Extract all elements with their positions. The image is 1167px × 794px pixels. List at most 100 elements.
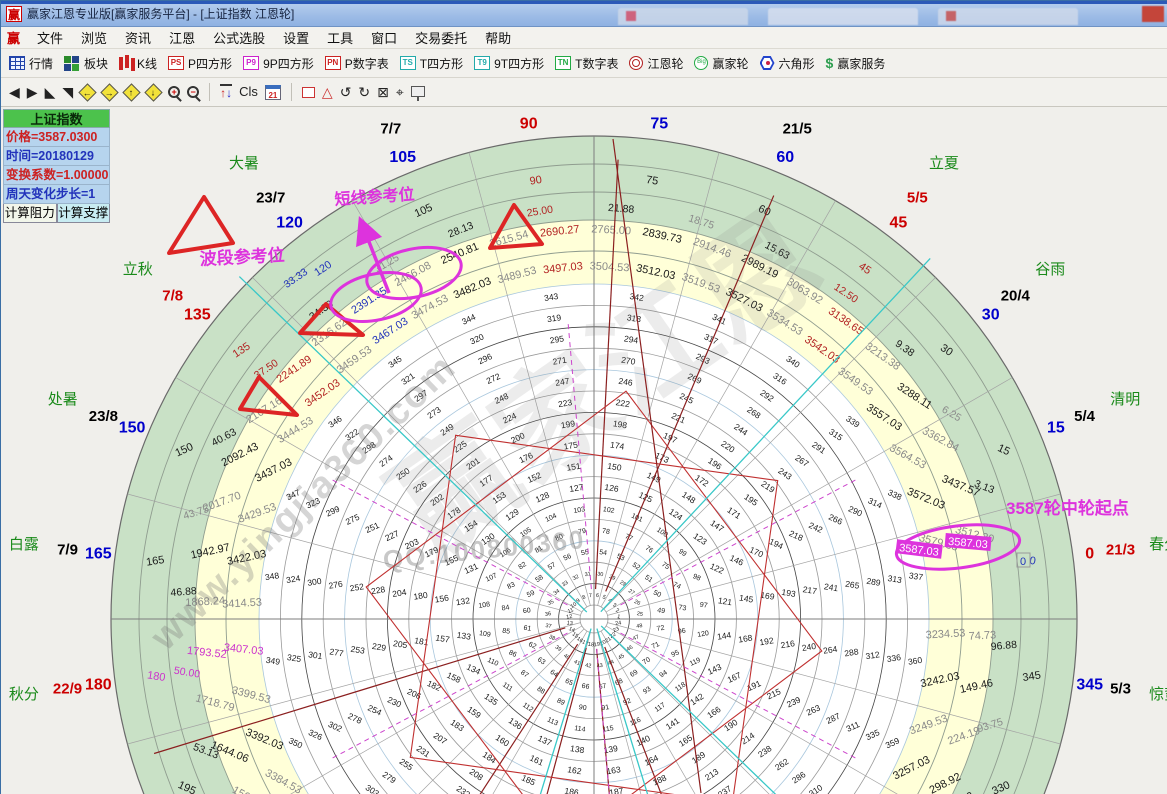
diamond-left-icon[interactable]: ← [78,82,97,102]
svg-text:32: 32 [572,574,580,582]
svg-text:5/4: 5/4 [1074,408,1096,425]
diamond-down-icon[interactable]: ↓ [144,82,163,102]
svg-text:清明: 清明 [1110,391,1140,408]
toolbar-9T四方形[interactable]: T9 9T四方形 [474,55,544,72]
svg-text:25.00: 25.00 [526,204,554,220]
calc-resistance-button[interactable]: 计算阻力 [3,204,57,223]
pennant-right-icon[interactable]: ◥ [62,84,74,100]
svg-text:36: 36 [545,611,552,618]
svg-text:349: 349 [265,655,281,667]
menu-6[interactable]: 工具 [327,30,354,46]
svg-text:241: 241 [823,581,839,593]
rotate-cw-icon[interactable]: ↻ [358,84,371,100]
gann-wheel-chart[interactable]: 1 2 3 4 5 6 7 8 9 10 11 12 13 14 15 16 17 18 19 20 21 22 23 24 2… [1,107,1167,794]
svg-text:97: 97 [699,602,708,610]
tn-chip-icon: TN [555,56,572,70]
svg-text:49: 49 [657,607,666,615]
svg-text:223: 223 [557,397,573,409]
toolbar-T四方形[interactable]: TS T四方形 [399,55,463,72]
toolbar-T数字表[interactable]: TN T数字表 [555,55,618,72]
diamond-up-icon[interactable]: ↑ [122,82,141,102]
box-x-icon[interactable]: ⊠ [377,84,389,100]
svg-text:46: 46 [626,645,634,653]
svg-text:81: 81 [534,545,544,555]
menu-9[interactable]: 帮助 [485,30,512,46]
blocks-icon [64,56,72,63]
zoom-out-icon[interactable]: − [187,86,200,98]
svg-text:360: 360 [907,655,923,667]
menu-5[interactable]: 设置 [283,30,310,46]
menu-1[interactable]: 浏览 [81,30,108,46]
svg-text:90: 90 [578,704,587,712]
target-icon[interactable]: ⌖ [395,84,404,100]
svg-text:56: 56 [563,553,573,563]
rect-tool-icon[interactable] [301,86,315,98]
svg-text:289: 289 [866,576,882,588]
menu-8[interactable]: 交易委托 [415,30,468,46]
toolbar-板块[interactable]: 板块 [64,55,108,72]
toolbar-9P四方形[interactable]: P9 9P四方形 [243,55,314,72]
board-icon[interactable] [410,85,425,101]
hand-drawn-triangle [238,375,299,417]
svg-text:谷雨: 谷雨 [1035,261,1065,278]
menu-4[interactable]: 公式选股 [213,30,266,46]
forward-icon[interactable]: ▶ [26,84,38,100]
title-bar[interactable]: 赢 赢家江恩专业版[赢家服务平台] - [上证指数 江恩轮] [1,1,1167,27]
svg-text:48: 48 [636,623,643,630]
triangle-tool-icon[interactable]: △ [321,83,333,100]
svg-text:204: 204 [392,587,408,599]
svg-text:4: 4 [607,598,613,605]
menu-3[interactable]: 江恩 [169,30,196,46]
svg-text:111: 111 [501,681,514,693]
svg-text:135: 135 [184,307,211,324]
pennant-left-icon[interactable]: ◣ [44,84,56,100]
svg-text:181: 181 [414,635,430,647]
cls-icon[interactable]: Cls [239,84,258,99]
svg-text:66: 66 [581,683,590,691]
svg-text:23: 23 [612,626,620,634]
svg-text:35: 35 [547,599,555,607]
svg-text:114: 114 [574,725,586,734]
window-title: 赢家江恩专业版[赢家服务平台] - [上证指数 江恩轮] [27,7,295,21]
toolbar-P数字表[interactable]: PN P数字表 [324,55,389,72]
calc-support-button[interactable]: 计算支撑 [56,204,110,223]
toolbar-六角形[interactable]: 六角形 [759,55,815,72]
svg-text:68: 68 [614,678,624,688]
svg-text:313: 313 [887,573,903,585]
updown-icon[interactable]: ↑↓ [220,84,233,100]
svg-text:7/8: 7/8 [162,288,183,305]
toolbar-K线[interactable]: K线 [119,55,157,72]
menu-2[interactable]: 资讯 [125,30,152,46]
svg-text:41: 41 [573,659,581,667]
calendar-icon[interactable]: 21 [264,84,281,100]
svg-text:5/5: 5/5 [907,190,928,207]
svg-text:0: 0 [1020,556,1026,568]
annotation-text: 波段参考位 [199,245,285,269]
toolbar-赢家服务[interactable]: $ 赢家服务 [825,55,886,71]
svg-text:45: 45 [617,653,625,661]
svg-text:145: 145 [738,592,754,604]
toolbar-江恩轮[interactable]: 江恩轮 [629,55,683,72]
toolbar-P四方形[interactable]: PS P四方形 [168,55,232,72]
svg-text:30: 30 [982,307,1000,324]
svg-text:60: 60 [776,149,794,166]
svg-text:3234.53: 3234.53 [925,627,965,641]
svg-text:3587.03: 3587.03 [898,542,939,559]
menu-7[interactable]: 窗口 [371,30,398,46]
svg-text:19: 19 [594,642,601,649]
zoom-in-icon[interactable]: + [168,86,181,98]
svg-text:84: 84 [501,604,510,612]
toolbar-行情[interactable]: 行情 [9,55,53,72]
svg-text:228: 228 [370,584,386,596]
svg-text:113: 113 [546,717,559,728]
menu-0[interactable]: 文件 [37,30,64,46]
svg-text:7/9: 7/9 [57,542,78,559]
svg-text:处暑: 处暑 [48,391,78,408]
diamond-right-icon[interactable]: → [100,82,119,102]
rotate-ccw-icon[interactable]: ↺ [339,84,352,100]
toolbar-赢家轮[interactable]: Big 赢家轮 [694,55,749,72]
svg-text:11: 11 [567,607,575,615]
svg-text:30: 30 [938,342,955,359]
back-icon[interactable]: ◀ [9,84,20,100]
